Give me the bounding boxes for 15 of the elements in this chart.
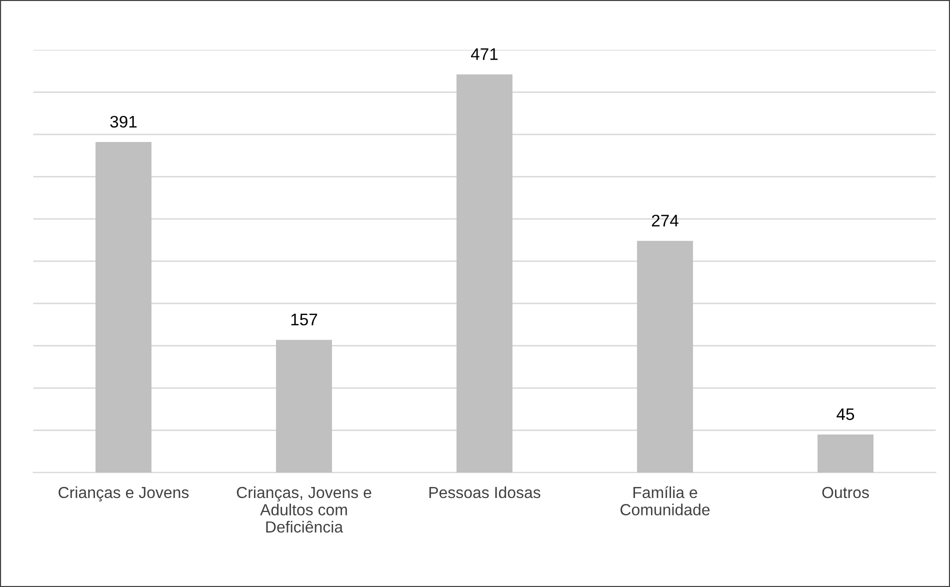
bar <box>276 340 332 473</box>
x-tick-label: Crianças, Jovens e Adultos com Deficiência <box>236 486 372 533</box>
x-tick-label: Crianças e Jovens <box>58 486 189 502</box>
bar <box>818 434 874 473</box>
data-label: 274 <box>652 214 678 226</box>
x-tick-label: Família e Comunidade <box>620 486 710 516</box>
x-tick-label: Pessoas Idosas <box>429 486 540 498</box>
bar <box>456 74 512 473</box>
bar <box>637 240 693 473</box>
data-label: 471 <box>470 48 498 60</box>
bar <box>96 142 152 473</box>
data-label: 157 <box>291 314 318 326</box>
data-label: 45 <box>836 408 854 420</box>
x-tick-label: Outros <box>822 486 869 498</box>
data-label: 391 <box>110 116 137 128</box>
